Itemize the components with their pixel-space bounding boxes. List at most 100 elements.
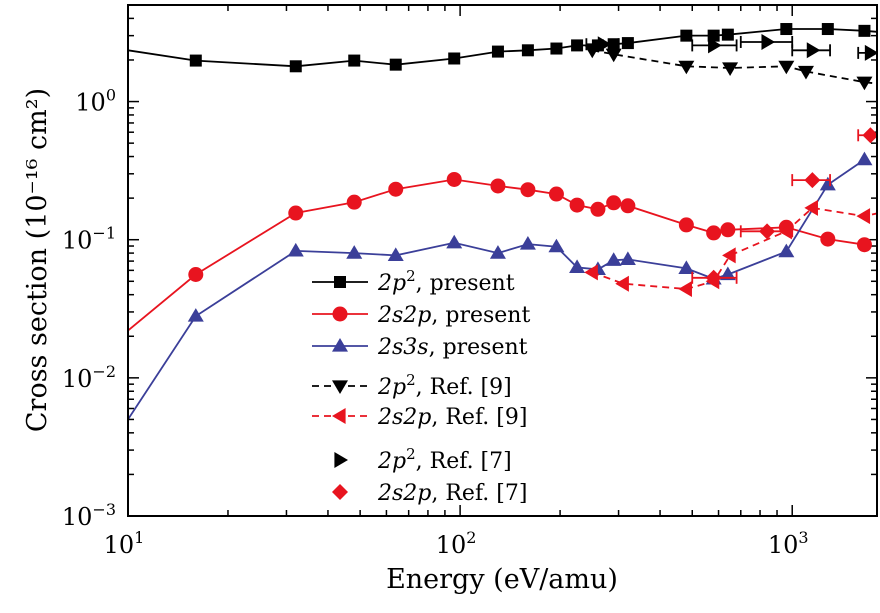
data-point [187,308,204,322]
data-point [722,62,739,76]
legend-label: 2s2p, Ref. [7] [377,481,527,506]
data-point [569,259,586,274]
data-point [797,65,814,80]
data-point [615,275,629,292]
data-point [520,182,536,198]
data-point [678,60,695,75]
data-point [856,208,871,225]
series-2s2p-ref7 [691,127,877,286]
legend-marker [332,484,348,500]
data-point [288,205,304,221]
y-axis-label: Cross section (10⁻¹⁶ cm²) [22,88,53,432]
data-point [761,33,776,50]
y-tick-label: 10−1 [62,224,116,255]
legend-item-2s2p-present: 2s2p, present [312,303,530,328]
data-point [858,24,871,37]
legend-marker [334,276,346,288]
data-point [606,195,622,211]
data-point [707,29,720,42]
data-point [678,260,695,274]
data-point [706,225,722,241]
data-point [864,44,877,61]
data-point [597,36,612,53]
data-point [550,42,563,55]
data-point [446,234,463,249]
data-point [571,39,584,52]
legend-label: 2s2p, present [377,303,530,328]
data-point [446,171,462,187]
x-tick-label: 103 [768,528,809,559]
data-point [722,247,736,264]
legend-item-2p2-present: 2p2, present [312,267,515,296]
data-point [584,44,601,59]
legend-marker [332,380,348,394]
data-point [287,242,304,257]
data-point [619,251,636,266]
data-point [605,48,622,63]
data-point [820,231,836,247]
legend-marker [334,452,348,468]
series-2p2-ref9 [584,44,877,91]
data-point [804,199,818,216]
data-point [804,172,821,189]
data-point [778,243,795,258]
legend-label: 2s2p, Ref. [9] [377,405,527,430]
series-2p2-present [128,23,877,73]
data-point [620,198,636,214]
legend-marker [332,408,346,424]
series-line-2s2p-ref9 [591,206,877,290]
data-point [489,245,506,259]
legend-marker [332,306,348,322]
tick-labels: 101 102 103 10−3 10−2 10−1 100 [62,86,809,559]
data-point [289,60,302,73]
legend-item-2p2-ref9: 2p2, Ref. [9] [312,371,512,400]
data-point [548,186,564,202]
data-point [569,197,585,213]
data-point [856,151,873,166]
legend-marker [332,338,348,352]
data-point [621,37,634,50]
legend-label: 2p2, Ref. [7] [377,445,512,474]
data-point [389,58,402,71]
legend-label: 2p2, present [377,267,515,296]
data-point [806,42,821,59]
data-point [519,236,536,250]
data-point [708,37,722,54]
data-point [387,247,404,261]
data-point [759,223,776,240]
data-point [346,245,363,259]
data-point [590,201,606,217]
data-point [678,280,692,297]
y-tick-label: 10−3 [62,500,116,531]
data-series [128,23,877,420]
legend-item-2s2p-ref7: 2s2p, Ref. [7] [332,481,527,506]
y-tick-label: 100 [75,86,116,117]
data-point [584,264,598,281]
data-point [780,23,793,36]
legend-item-2p2-ref7: 2p2, Ref. [7] [334,445,512,474]
data-point [189,54,202,67]
x-tick-label: 101 [104,528,145,559]
series-2s3s-present [128,151,873,420]
data-point [680,29,693,42]
x-tick-label: 102 [436,528,477,559]
legend-item-2s2p-ref9: 2s2p, Ref. [9] [312,405,527,430]
data-point [548,238,565,253]
legend-label: 2s3s, present [377,335,528,360]
legend: 2p2, present 2s2p, present 2s3s, present 2p… [312,267,530,506]
data-point [856,237,872,253]
data-point [720,222,736,238]
legend-item-2s3s-present: 2s3s, present [312,335,528,360]
legend-label: 2p2, Ref. [9] [377,371,512,400]
series-2p2-ref7 [585,33,877,61]
y-tick-label: 10−2 [62,362,116,393]
data-point [491,45,504,58]
data-point [521,44,534,57]
data-point [778,60,795,75]
series-2s2p-ref9 [584,199,877,297]
data-point [856,76,873,91]
data-point [862,127,877,144]
data-point [346,194,362,210]
data-point [819,176,836,191]
